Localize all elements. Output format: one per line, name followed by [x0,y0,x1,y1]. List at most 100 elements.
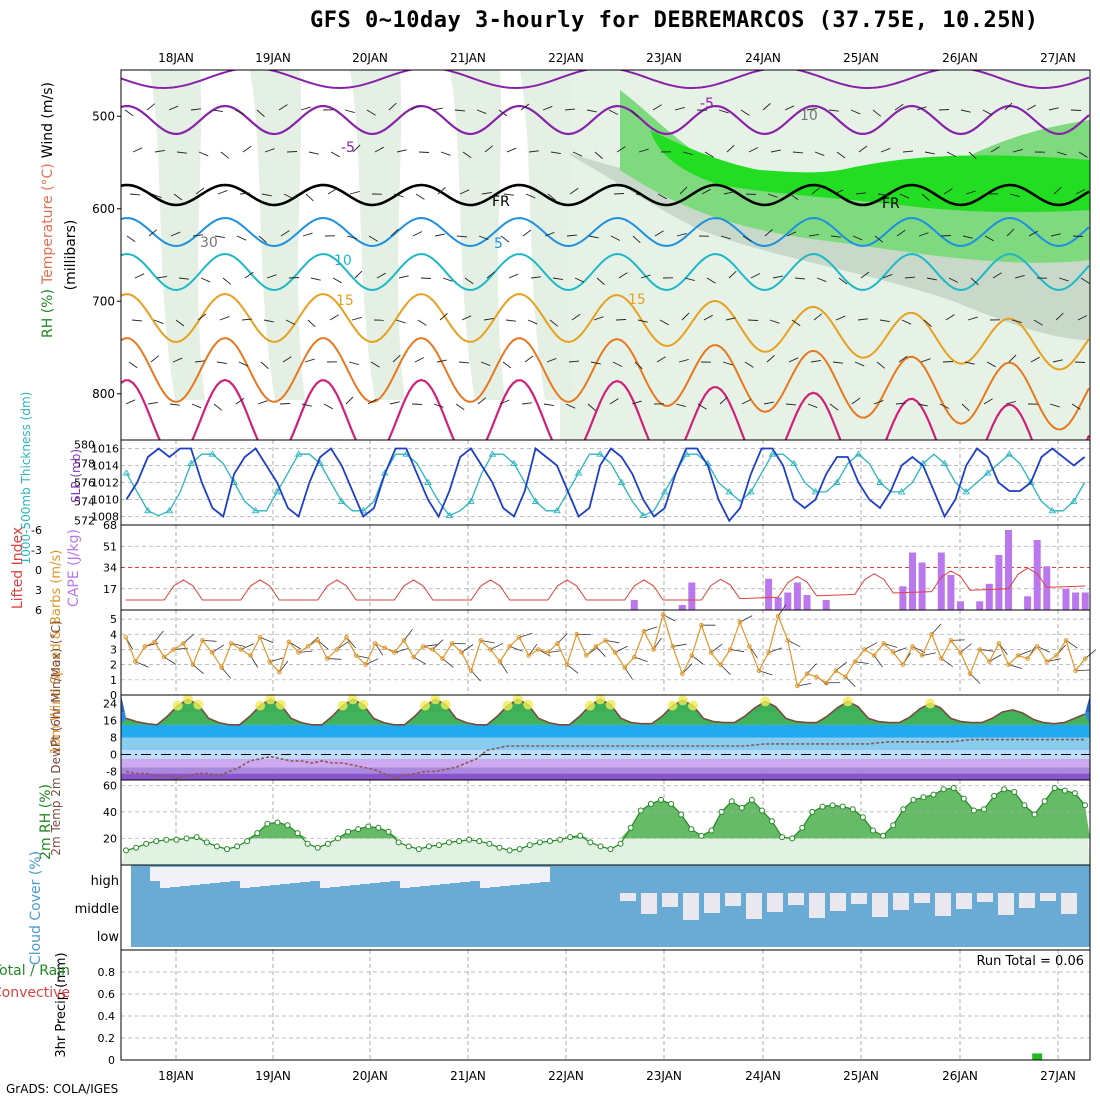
wind-speed-point [267,659,273,664]
x-tick-label-top: 21JAN [450,51,486,65]
wind-barb [894,103,904,111]
wind-barb-10m [605,639,620,644]
thickness-marker [660,488,669,495]
wind-barb [283,193,294,199]
rh-point [506,847,513,854]
wind-barb [832,361,843,364]
thickness-marker [424,478,432,485]
cape-bar [976,601,984,611]
wind-barb [1052,359,1063,363]
thickness-marker [596,450,604,457]
thickness-marker [811,488,820,495]
thickness-marker [962,488,970,495]
x-tick-label-top: 23JAN [646,51,682,65]
wind-barb [766,355,775,363]
wind-barb-10m [278,660,289,673]
wind-speed-point [392,650,397,655]
wind-barb [718,109,729,114]
wind-barb [178,277,189,280]
axis-labels: RH (%) Temperature (°C) Wind (m/s) (milliba… [0,82,83,1058]
thickness-tick-label: 574 [74,495,95,508]
wind-barb [634,361,643,370]
wind-speed-point [555,641,560,646]
wind-barb [476,109,487,115]
rh-point [617,840,624,847]
temp-tick-label: 8 [110,732,117,745]
wind-barb [943,188,953,195]
wind-barb [524,355,534,363]
wind-barb [244,271,254,279]
rh-point [284,822,291,829]
wind-speed-point [1034,644,1040,649]
rh-point [163,836,170,843]
temp-max-dot [677,695,688,706]
thickness-marker [445,511,454,519]
wind-barb [719,396,728,405]
wind-barb-10m [528,643,538,656]
wind-speed-point [804,671,810,677]
wind-barb-10m [192,664,204,675]
x-tick-label-bottom: 21JAN [450,1069,486,1083]
wind-barb [458,361,470,364]
wind-barb [1070,109,1082,111]
wind-speed-point [852,659,858,664]
rh-point [849,806,856,813]
wind-barb [940,235,952,237]
wind-barb [830,235,841,238]
rh-point [304,840,311,847]
wind-barb [635,193,646,197]
contour-5 [121,216,1090,248]
precip-tick-label: 0.8 [98,966,116,979]
wind-speed-point [200,638,205,643]
wind-speed-point [248,653,253,658]
wind-barb [134,273,145,279]
cape-bar [630,600,638,610]
wind-barb [772,275,783,279]
wind-barb [192,234,203,237]
contour-10 [121,252,1090,292]
wind-barb [593,316,604,321]
wind-speed-point [958,650,963,655]
wind-barb [1053,186,1062,195]
wind-barb [681,312,690,321]
wind-barb [983,398,993,405]
wind-barb [527,319,538,325]
wind-speed-point [603,638,608,643]
wind-barb [484,145,494,153]
thickness-marker [574,469,583,476]
wind-barb [200,277,211,283]
wind-barb-10m [231,643,246,647]
wind-barb [742,235,752,242]
cloud-gap-high [430,867,440,885]
temp-max-dot [585,700,595,711]
wind-speed-point [699,622,704,628]
wind-barb [880,147,891,153]
wind-barb-10m [614,645,628,653]
wind-barb [235,397,245,405]
rh-point [536,839,543,846]
wind-barb [990,146,1000,153]
cloud-gap-high [460,867,470,882]
wind-barb [814,151,825,157]
wind-barb [637,319,648,323]
cloud-gap-middle [1061,893,1077,914]
wind-barb-10m [403,628,413,641]
rh-tick-label: 60 [103,779,117,792]
rh-point [940,786,947,793]
wind-barb [500,235,510,243]
wind-barb [918,232,929,237]
dewpoint-line [126,738,1085,779]
wind-barb [389,401,400,405]
wind-barb [301,403,312,407]
wind-barb [674,106,685,111]
wind-barb [305,193,314,202]
cloud-gap-middle [620,893,636,901]
wind-barb [502,361,512,369]
wind-barb [986,361,996,368]
wind-barb [565,403,576,409]
cloud-gap-high [260,867,270,886]
wind-barb [982,109,992,116]
wind-label: Wind (m/s) [40,82,56,158]
wind-barb [173,193,183,201]
wind-barb [836,151,846,159]
